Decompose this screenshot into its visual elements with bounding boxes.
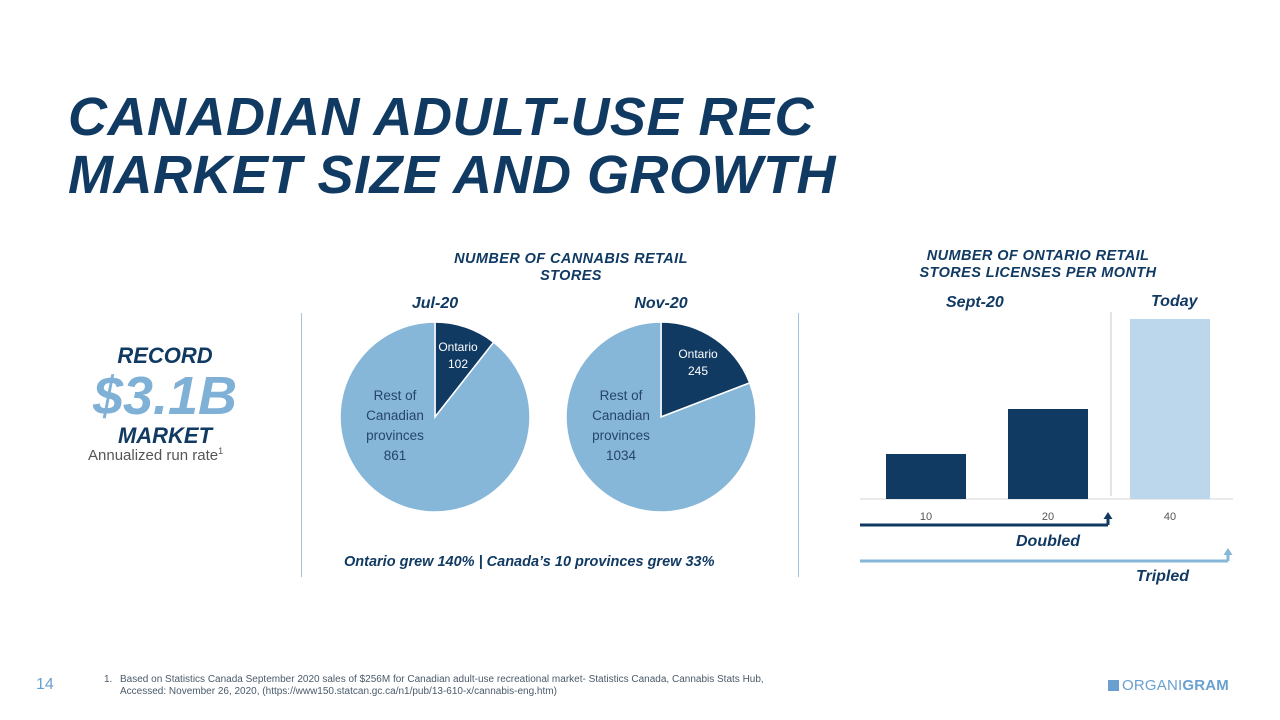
logo-text-2: GRAM bbox=[1182, 677, 1230, 694]
page-title: CANADIAN ADULT-USE REC MARKET SIZE AND G… bbox=[68, 88, 968, 204]
pie-title-jul-20: Jul-20 bbox=[412, 295, 458, 312]
bar-tick-label: 40 bbox=[1164, 511, 1176, 523]
pie-charts: Jul-20 Nov-20 Ontario 102 Rest of Canadian p… bbox=[339, 295, 757, 513]
bar-tick-label: 20 bbox=[1042, 511, 1054, 523]
tripled-arrow bbox=[860, 548, 1233, 563]
organigram-logo: ORGANIGRAM bbox=[1108, 677, 1229, 694]
pie-section-header: NUMBER OF CANNABIS RETAIL STORES bbox=[454, 251, 688, 284]
run-rate-text: Annualized run rate bbox=[88, 447, 219, 464]
pie-nov-20: Ontario 245 Rest of Canadian provinces 1034 bbox=[565, 321, 757, 513]
pie-title-nov-20: Nov-20 bbox=[634, 295, 687, 312]
market-size-value: $3.1B bbox=[92, 366, 238, 426]
pie-jul-20: Ontario 102 Rest of Canadian provinces 861 bbox=[339, 321, 531, 513]
title-line-2: MARKET SIZE AND GROWTH bbox=[68, 145, 836, 205]
pie-slice-ontario bbox=[660, 321, 751, 419]
bar-label-today: Today bbox=[1151, 293, 1198, 310]
footnote-number: 1. bbox=[104, 674, 113, 685]
bar-series bbox=[886, 319, 1210, 499]
footnote-line-1: Based on Statistics Canada September 202… bbox=[120, 674, 764, 685]
bar-chart: 10 20 40 bbox=[860, 312, 1233, 563]
title-line-1: CANADIAN ADULT-USE REC bbox=[68, 87, 814, 147]
page-number: 14 bbox=[36, 676, 54, 693]
divider-left bbox=[301, 313, 302, 577]
bar-tick-labels: 10 20 40 bbox=[920, 511, 1176, 523]
bar-section-header: NUMBER OF ONTARIO RETAIL STORES LICENSES… bbox=[919, 248, 1157, 281]
footnote-marker: 1 bbox=[218, 446, 224, 456]
logo-mark-icon bbox=[1108, 680, 1119, 691]
record-label: RECORD bbox=[117, 343, 213, 368]
tripled-label: Tripled bbox=[1136, 568, 1190, 585]
bar-label-sept-20: Sept-20 bbox=[946, 294, 1004, 311]
bar-10 bbox=[886, 454, 966, 499]
pie-label-rest-of-canada: Rest of Canadian provinces 861 bbox=[366, 388, 424, 463]
pie-label-rest-of-canada: Rest of Canadian provinces 1034 bbox=[592, 388, 650, 463]
pie-slice-rest-of-canada bbox=[565, 321, 757, 513]
doubled-arrow bbox=[860, 512, 1113, 527]
market-label: MARKET bbox=[117, 423, 213, 448]
pie-caption: Ontario grew 140% | Canada’s 10 province… bbox=[344, 554, 715, 570]
pie-label-ontario: Ontario 245 bbox=[678, 347, 718, 378]
footnote-line-2: Accessed: November 26, 2020, (https://ww… bbox=[120, 686, 557, 697]
pie-slice-rest-of-canada bbox=[339, 321, 531, 513]
bar-20 bbox=[1008, 409, 1088, 499]
logo-text-1: ORGANI bbox=[1122, 677, 1183, 694]
bar-tick-label: 10 bbox=[920, 511, 932, 523]
doubled-label: Doubled bbox=[1016, 533, 1080, 550]
divider-right bbox=[798, 313, 799, 577]
pie-label-ontario: Ontario 102 bbox=[438, 340, 478, 371]
bar-40 bbox=[1130, 319, 1210, 499]
run-rate-label: Annualized run rate1 bbox=[88, 446, 223, 464]
